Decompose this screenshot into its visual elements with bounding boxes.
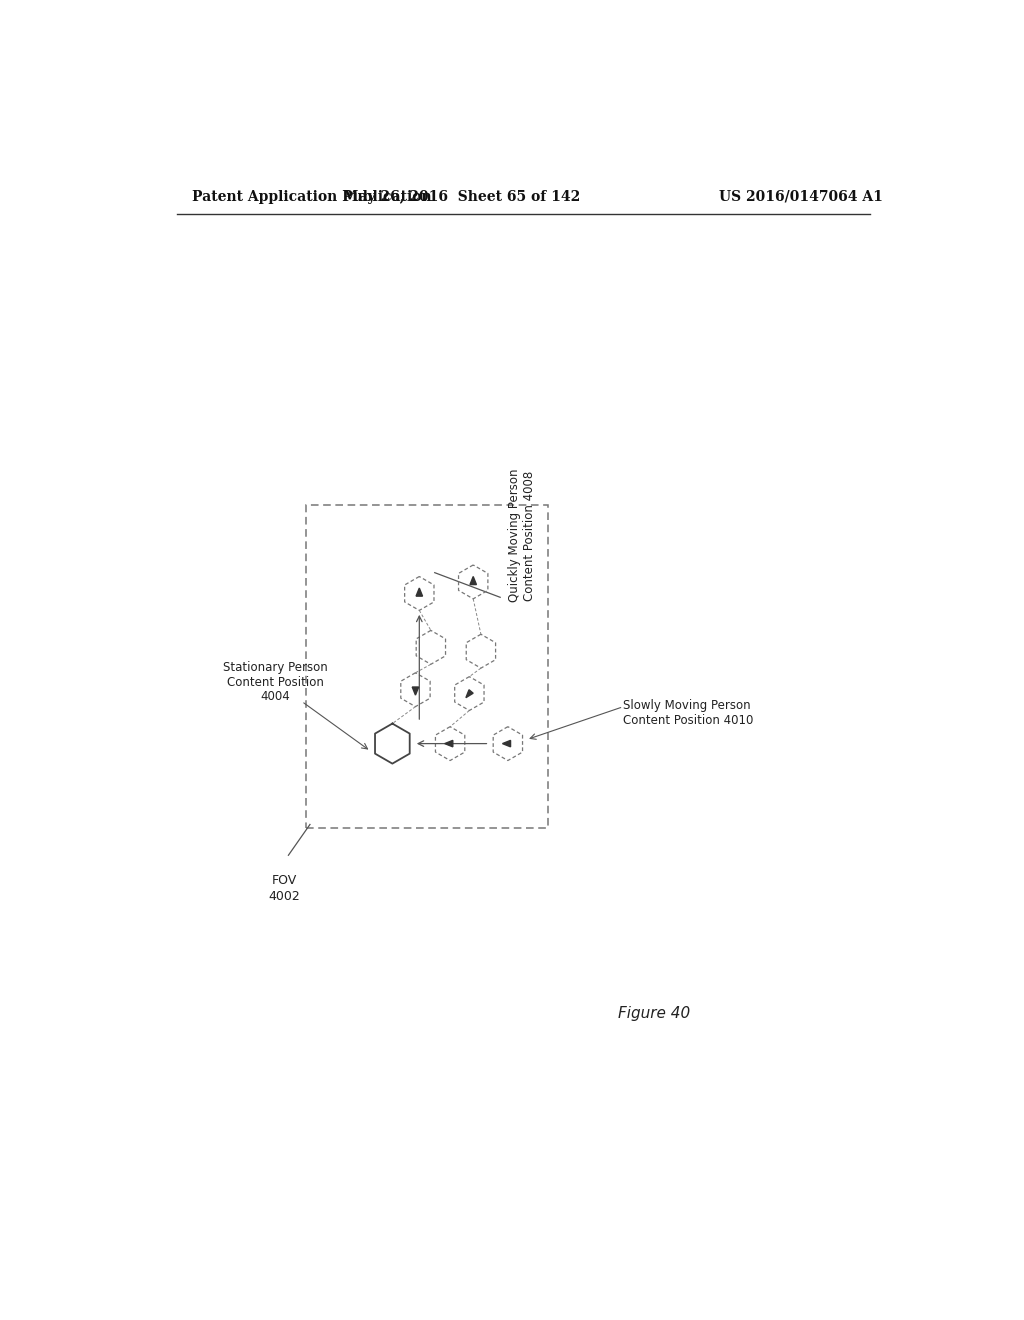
Text: FOV
4002: FOV 4002 xyxy=(268,875,300,903)
Polygon shape xyxy=(444,741,453,747)
Polygon shape xyxy=(416,589,423,597)
Text: Stationary Person
Content Position
4004: Stationary Person Content Position 4004 xyxy=(223,660,328,704)
Text: US 2016/0147064 A1: US 2016/0147064 A1 xyxy=(719,190,883,203)
Text: Slowly Moving Person
Content Position 4010: Slowly Moving Person Content Position 40… xyxy=(624,698,754,727)
Text: Figure 40: Figure 40 xyxy=(618,1006,690,1020)
Text: Patent Application Publication: Patent Application Publication xyxy=(193,190,432,203)
Polygon shape xyxy=(470,577,476,585)
Polygon shape xyxy=(413,686,419,696)
Polygon shape xyxy=(466,690,473,698)
Text: Quickly Moving Person
Content Position 4008: Quickly Moving Person Content Position 4… xyxy=(508,469,536,602)
Polygon shape xyxy=(503,741,511,747)
Text: May 26, 2016  Sheet 65 of 142: May 26, 2016 Sheet 65 of 142 xyxy=(343,190,581,203)
Bar xyxy=(306,506,548,829)
